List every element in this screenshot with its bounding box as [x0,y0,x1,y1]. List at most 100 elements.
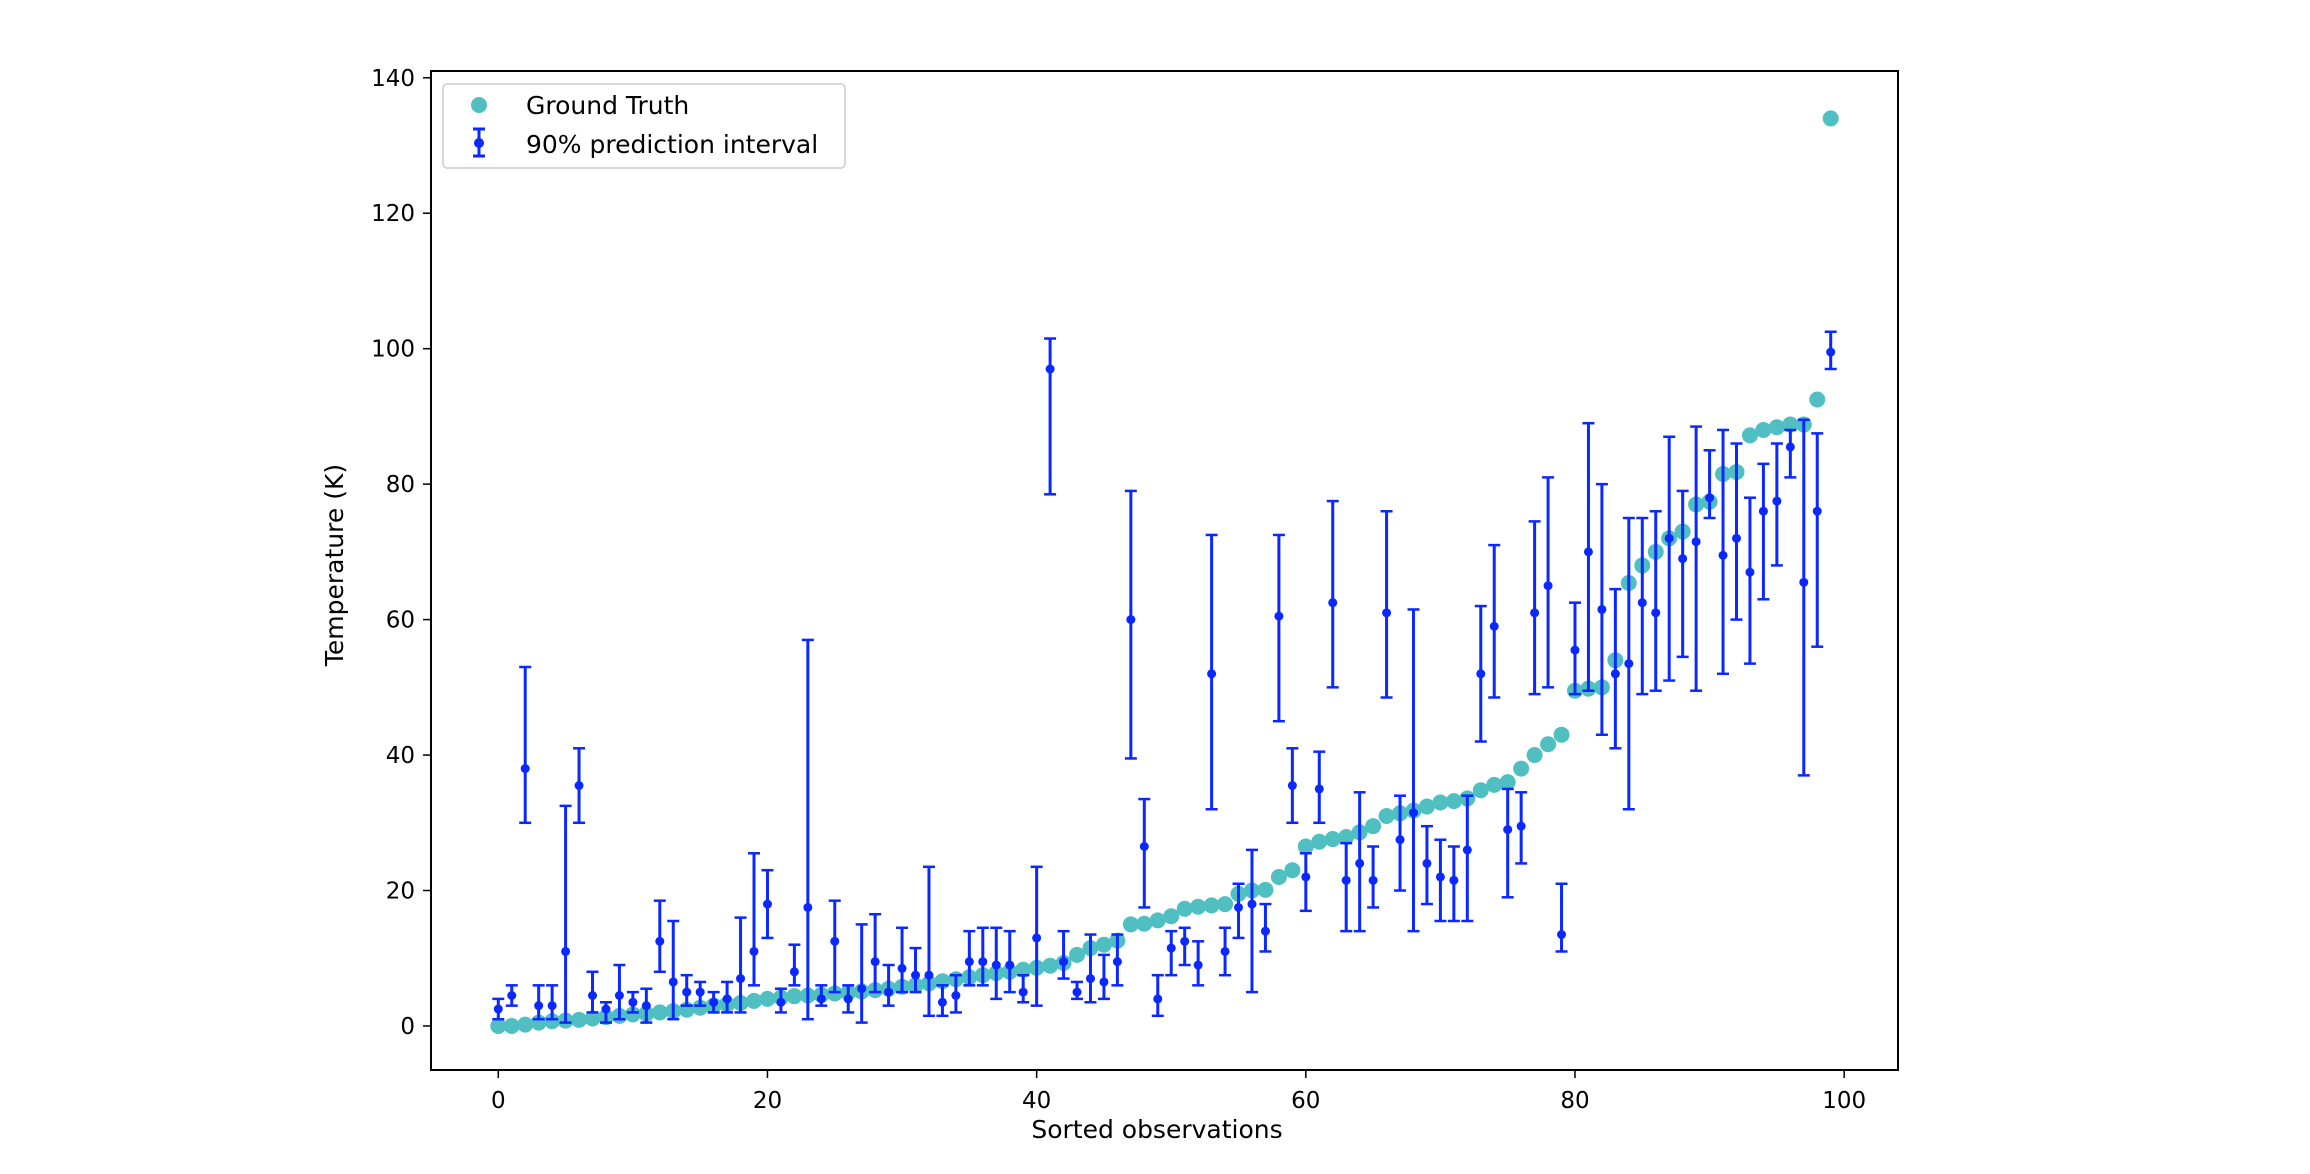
prediction-interval-errorbar [976,926,989,987]
prediction-interval-errorbar [1151,973,1164,1018]
ground-truth-point [1136,915,1153,932]
prediction-interval-errorbar [882,963,895,1007]
prediction-interval-errorbar [788,943,801,987]
prediction-interval-errorbar [869,912,882,994]
prediction-point [1785,442,1795,452]
prediction-point [830,936,840,946]
ground-truth-point [1149,912,1166,929]
ground-truth-point [1365,818,1382,835]
prediction-point [493,1004,503,1014]
prediction-interval-errorbar [1730,442,1743,621]
ground-truth-point [1284,862,1301,879]
prediction-interval-errorbar [1124,489,1137,760]
prediction-point [1557,930,1567,940]
prediction-interval-errorbar [1663,435,1676,682]
ground-truth-point [1311,833,1328,850]
prediction-point [897,963,907,973]
ground-truth-point [1257,881,1274,898]
prediction-point [1126,615,1136,625]
prediction-interval-errorbar [1394,794,1407,892]
prediction-interval-errorbar [1340,841,1353,933]
prediction-interval-errorbar [1474,604,1487,743]
prediction-point [1516,821,1526,831]
prediction-interval-errorbar [1245,848,1258,994]
prediction-point [1799,577,1809,587]
prediction-point [1610,669,1620,679]
prediction-point [1287,781,1297,791]
prediction-interval-errorbar [1299,852,1312,913]
prediction-interval-errorbar [1622,516,1635,811]
prediction-point [1341,875,1351,885]
prediction-point [1112,957,1122,967]
prediction-point [1193,960,1203,970]
plot-area [490,110,1839,1034]
prediction-point [776,997,786,1007]
ground-truth-point [624,1006,641,1023]
prediction-point [1099,977,1109,987]
prediction-point [1489,621,1499,631]
prediction-interval-errorbar [586,970,599,1014]
prediction-interval-errorbar [1609,587,1622,750]
ground-truth-point [1270,868,1287,885]
prediction-interval-errorbar [519,665,532,825]
prediction-point [762,899,772,909]
prediction-point [1678,554,1688,564]
ground-truth-point [1782,416,1799,433]
prediction-interval-errorbar [532,984,545,1021]
prediction-point [870,957,880,967]
prediction-point [951,990,961,1000]
prediction-point [601,1004,611,1014]
prediction-interval-errorbar [1676,489,1689,659]
prediction-point [1705,493,1715,503]
prediction-point [1637,598,1647,608]
prediction-point [1220,946,1230,956]
prediction-point [1072,987,1082,997]
ground-truth-point [1015,961,1032,978]
prediction-point [534,1001,544,1011]
prediction-point [1597,604,1607,614]
x-tick-label: 80 [1560,1088,1589,1114]
ground-truth-point [1432,794,1449,811]
y-tick-label: 0 [400,1014,415,1040]
ground-truth-point [1122,916,1139,933]
prediction-interval-errorbar [1636,516,1649,696]
y-axis-label: Temperature (K) [320,464,349,667]
prediction-interval-errorbar [1690,425,1703,692]
prediction-point [1085,974,1095,984]
prediction-point [1664,533,1674,543]
prediction-point [547,1001,557,1011]
prediction-point [1018,987,1028,997]
prediction-point [655,936,665,946]
ground-truth-point [1418,798,1435,815]
y-tick-label: 120 [371,201,415,227]
ground-truth-point [1540,736,1557,753]
prediction-interval-errorbar [626,990,639,1014]
prediction-interval-errorbar [1407,608,1420,933]
prediction-interval-errorbar [1313,750,1326,825]
prediction-point [1530,608,1540,618]
ground-truth-point [786,988,803,1005]
y-tick-label: 20 [386,879,415,905]
prediction-point [1260,926,1270,936]
prediction-interval-errorbar [680,973,693,1007]
prediction-interval-errorbar [505,984,518,1007]
ground-truth-point [1190,898,1207,915]
prediction-point [1166,943,1176,953]
prediction-interval-errorbar [1286,747,1299,825]
prediction-point [978,957,988,967]
prediction-interval-errorbar [1515,791,1528,865]
ground-truth-point [692,999,709,1016]
prediction-interval-errorbar [640,987,653,1024]
prediction-interval-errorbar [559,804,572,1024]
prediction-interval-errorbar [734,916,747,1014]
prediction-point [1718,550,1728,560]
prediction-point [1139,841,1149,851]
prediction-interval-errorbar [1528,520,1541,696]
ground-truth-point [1822,110,1839,127]
prediction-interval-errorbar [1542,476,1555,689]
prediction-interval-errorbar [1367,845,1380,909]
prediction-interval-errorbar [761,868,774,940]
prediction-point [1651,608,1661,618]
